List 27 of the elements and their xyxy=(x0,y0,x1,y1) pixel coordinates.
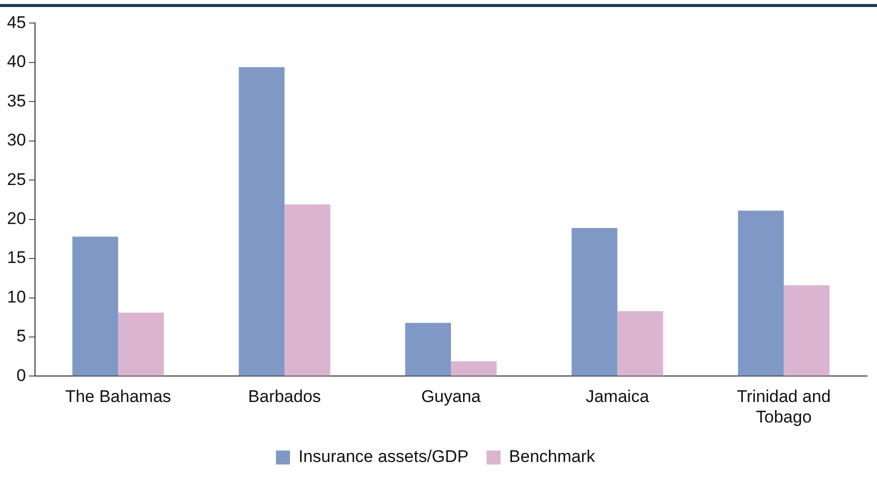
bar xyxy=(738,210,784,376)
legend-label: Insurance assets/GDP xyxy=(298,447,469,466)
x-tick-label: Trinidad and Tobago xyxy=(736,387,831,426)
y-tick-label: 30 xyxy=(6,130,26,150)
bar xyxy=(405,322,451,376)
x-tick-label: The Bahamas xyxy=(65,387,172,406)
bar xyxy=(784,285,830,376)
bar xyxy=(238,67,285,376)
y-tick-label: 40 xyxy=(6,52,26,72)
legend-label: Benchmark xyxy=(509,447,596,466)
y-tick-label: 15 xyxy=(6,248,26,268)
x-tick-label: Jamaica xyxy=(586,387,650,406)
y-tick-label: 0 xyxy=(16,366,26,385)
bar xyxy=(450,361,497,376)
bar xyxy=(72,236,118,376)
y-tick-label: 25 xyxy=(6,170,26,189)
bar xyxy=(118,312,164,376)
bar xyxy=(617,311,664,376)
x-tick-label: Barbados xyxy=(248,387,321,406)
y-tick-label: 35 xyxy=(6,91,26,110)
bar xyxy=(572,228,618,376)
y-tick-label: 5 xyxy=(16,326,26,346)
y-tick-label: 20 xyxy=(6,209,26,228)
x-tick-label: Guyana xyxy=(421,387,482,406)
y-tick-label: 45 xyxy=(6,12,26,32)
bar xyxy=(284,204,330,376)
y-tick-label: 10 xyxy=(6,287,26,306)
